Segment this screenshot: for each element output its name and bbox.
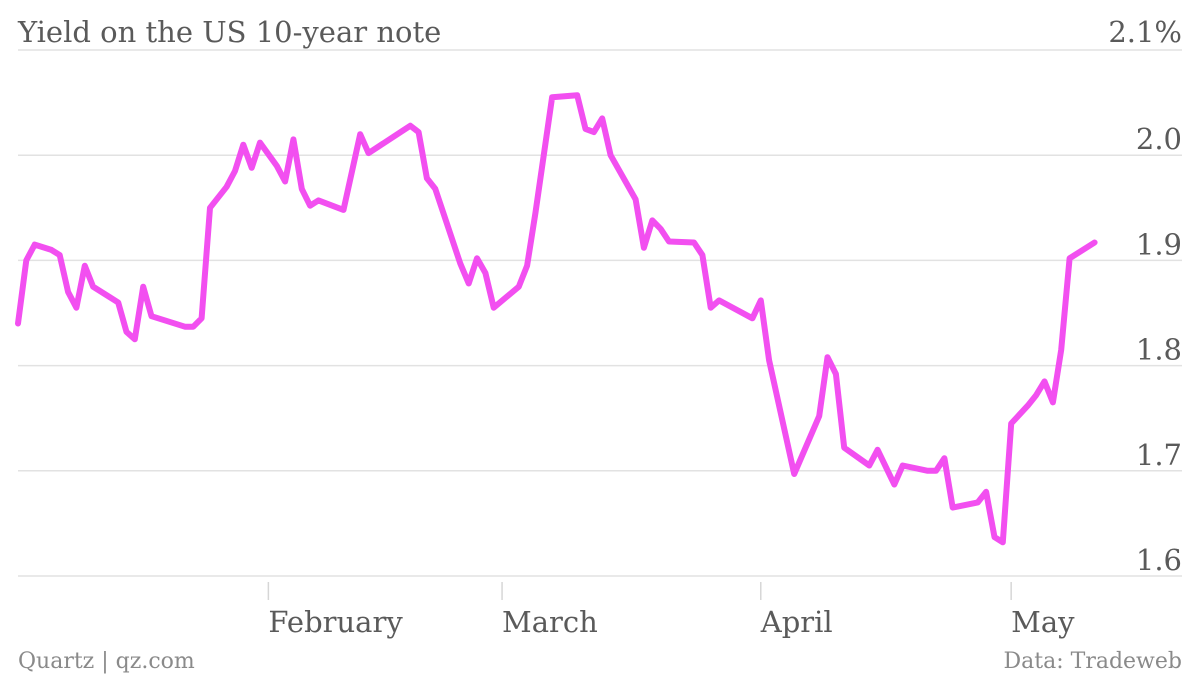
x-tick-marks <box>267 582 1012 600</box>
x-tick-labels: February March April May <box>268 605 1075 639</box>
y-tick-label: 2.1% <box>1108 15 1182 49</box>
source-left: Quartz | qz.com <box>18 649 195 674</box>
gridlines <box>18 49 1182 577</box>
source-right: Data: Tradeweb <box>1004 649 1182 674</box>
yield-series-line <box>15 92 1098 546</box>
x-tick-label: March <box>502 605 598 639</box>
chart-title: Yield on the US 10-year note <box>17 15 441 49</box>
y-tick-label: 2.0 <box>1136 122 1182 156</box>
y-tick-label: 1.7 <box>1136 438 1182 472</box>
x-tick-label: February <box>268 605 403 639</box>
x-tick-label: April <box>760 605 833 639</box>
y-tick-labels: 2.0 1.9 1.8 1.7 1.6 2.1% <box>1108 15 1182 577</box>
y-tick-label: 1.9 <box>1136 227 1182 261</box>
y-tick-label: 1.6 <box>1136 543 1182 577</box>
y-tick-label: 1.8 <box>1136 333 1182 367</box>
x-tick-label: May <box>1011 605 1075 639</box>
